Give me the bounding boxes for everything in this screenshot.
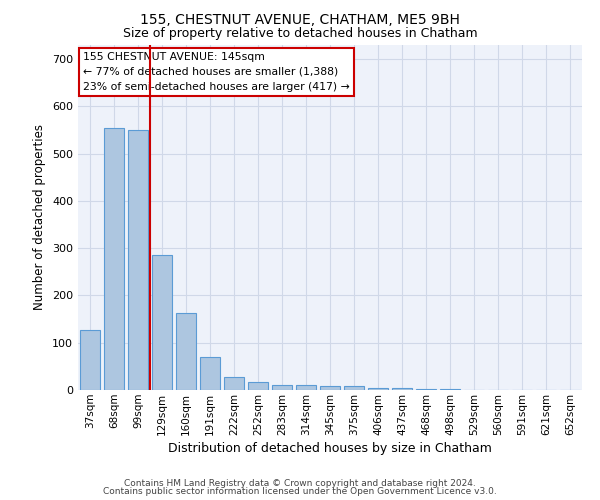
Bar (248, 382, 268, 390)
Bar (440, 388, 460, 390)
Bar (368, 388, 388, 390)
Bar (200, 357, 220, 390)
Bar (176, 313, 196, 390)
Text: Size of property relative to detached houses in Chatham: Size of property relative to detached ho… (122, 28, 478, 40)
Bar (272, 386, 292, 390)
Text: 155, CHESTNUT AVENUE, CHATHAM, ME5 9BH: 155, CHESTNUT AVENUE, CHATHAM, ME5 9BH (140, 12, 460, 26)
X-axis label: Distribution of detached houses by size in Chatham: Distribution of detached houses by size … (168, 442, 492, 455)
Bar (296, 386, 316, 390)
Text: Contains public sector information licensed under the Open Government Licence v3: Contains public sector information licen… (103, 487, 497, 496)
Bar (104, 128, 124, 390)
Bar (392, 388, 412, 390)
Bar (224, 377, 244, 390)
Bar (152, 256, 172, 390)
Y-axis label: Number of detached properties: Number of detached properties (34, 124, 46, 310)
Bar (416, 388, 436, 390)
Bar (80, 330, 100, 390)
Bar (320, 386, 340, 390)
Text: Contains HM Land Registry data © Crown copyright and database right 2024.: Contains HM Land Registry data © Crown c… (124, 478, 476, 488)
Bar (128, 130, 148, 390)
Text: 155 CHESTNUT AVENUE: 145sqm
← 77% of detached houses are smaller (1,388)
23% of : 155 CHESTNUT AVENUE: 145sqm ← 77% of det… (83, 52, 350, 92)
Bar (344, 386, 364, 390)
